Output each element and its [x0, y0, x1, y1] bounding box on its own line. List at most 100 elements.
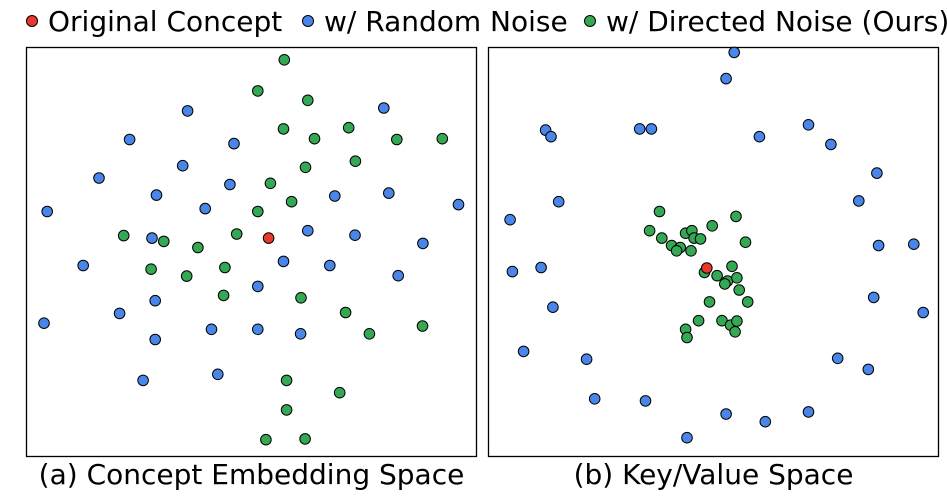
legend: Original Concept w/ Random Noise w/ Dire… — [0, 0, 947, 44]
legend-label-random: w/ Random Noise — [324, 4, 568, 38]
panel-b-directed-point-9 — [706, 220, 719, 232]
panel-a-random-point-24 — [324, 259, 336, 272]
panel-b-directed-point-11 — [739, 236, 752, 248]
panel-a-random-point-18 — [302, 224, 314, 237]
panel-b-random-point-15 — [547, 301, 559, 314]
legend-item-original: Original Concept — [26, 3, 282, 39]
panel-a-directed-point-4 — [308, 132, 321, 145]
panel-a-frame — [25, 46, 478, 458]
panel-a-random-point-17 — [277, 255, 290, 268]
panel-a-directed-point-21 — [295, 292, 307, 304]
panel-b-random-point-1 — [720, 72, 732, 85]
panel-b-directed-point-10 — [730, 210, 742, 223]
panel-a-directed-point-23 — [363, 328, 376, 340]
panel-a-random-point-19 — [329, 190, 341, 202]
panel-a-directed-point-7 — [436, 132, 449, 145]
panel-a-directed-point-16 — [117, 229, 130, 242]
panel-a-directed-point-9 — [299, 161, 312, 174]
panel-b-directed-point-21 — [703, 296, 716, 308]
panel-a-directed-point-1 — [251, 85, 264, 97]
panel-b-random-point-3 — [545, 130, 557, 143]
panel-b-original-point-0 — [701, 262, 713, 274]
panel-a-points — [38, 54, 465, 446]
legend-marker-directed — [584, 15, 596, 27]
panel-a-random-point-7 — [150, 189, 163, 201]
panel-b-random-point-26 — [872, 239, 885, 252]
panel-b-random-point-9 — [871, 167, 883, 179]
legend-item-random: w/ Random Noise — [302, 3, 568, 39]
panel-b-directed-point-23 — [692, 314, 705, 327]
panel-a-random-point-30 — [146, 232, 158, 244]
panel-a-directed-point-10 — [264, 177, 277, 190]
panel-b-random-point-28 — [917, 306, 930, 319]
panel-b-random-point-17 — [580, 353, 593, 366]
panel-a-directed-point-28 — [260, 433, 272, 446]
panel-a-random-point-22 — [452, 198, 465, 211]
panel-b-directed-point-0 — [653, 205, 666, 218]
panel-a-random-point-20 — [349, 229, 361, 241]
panel-b-directed-point-20 — [719, 278, 731, 290]
panel-a-directed-point-25 — [280, 374, 293, 387]
panel-a-directed-point-0 — [278, 54, 291, 66]
panel-a-directed-point-3 — [277, 123, 290, 135]
panel-a-random-point-15 — [251, 323, 264, 336]
panel-b-random-point-11 — [552, 195, 565, 208]
panel-a-random-point-0 — [41, 205, 54, 218]
panel-a-directed-point-26 — [333, 386, 346, 399]
panel-b-directed-point-19 — [733, 284, 746, 296]
panel-a-directed-point-2 — [302, 94, 314, 107]
panel-a-random-point-10 — [149, 294, 161, 307]
panel-b-directed-point-29 — [729, 326, 741, 338]
panel-b-directed-point-18 — [731, 272, 743, 284]
panel-a-random-point-23 — [417, 237, 429, 250]
panel-b-random-point-4 — [633, 123, 646, 135]
panel-b-directed-point-8 — [694, 233, 707, 245]
panel-b-random-point-0 — [728, 46, 741, 59]
legend-label-directed: w/ Directed Noise (Ours) — [606, 4, 947, 38]
panel-a-directed-point-18 — [180, 270, 193, 282]
panel-a-random-point-13 — [149, 333, 161, 346]
panel-a-random-point-28 — [212, 368, 224, 381]
panel-a-original-point-0 — [262, 232, 275, 244]
panel-a-random-point-6 — [224, 178, 236, 191]
caption-a: (a) Concept Embedding Space — [38, 458, 465, 491]
panel-a-directed-point-27 — [280, 404, 293, 416]
panel-b-points — [504, 46, 930, 444]
panel-a-random-point-9 — [77, 259, 89, 272]
panel-a-directed-point-5 — [342, 121, 355, 134]
panel-a-random-point-29 — [137, 374, 149, 387]
panel-a-directed-point-17 — [145, 263, 157, 276]
panel-b-directed-point-12 — [670, 245, 683, 257]
panel-b-random-point-16 — [517, 345, 530, 358]
panel-b-random-point-21 — [720, 408, 732, 420]
legend-marker-original — [26, 15, 38, 27]
panel-a-directed-point-29 — [299, 433, 311, 445]
panel-a-random-point-1 — [123, 133, 136, 146]
panel-b-random-point-22 — [759, 415, 772, 428]
panel-a-random-point-11 — [113, 307, 126, 320]
panel-a-random-point-21 — [383, 187, 395, 199]
panel-b-random-point-23 — [802, 406, 815, 418]
panel-b-directed-point-15 — [711, 269, 723, 282]
panel-b-random-point-12 — [504, 213, 516, 226]
panel-a-directed-point-8 — [349, 155, 362, 167]
panel-a-random-point-12 — [38, 317, 50, 330]
panel-a-directed-point-12 — [251, 205, 264, 218]
panel-b-directed-point-28 — [731, 315, 743, 327]
panel-b-random-point-10 — [853, 195, 865, 207]
panel-b-random-point-25 — [867, 291, 880, 304]
legend-marker-random — [302, 15, 314, 27]
legend-item-directed: w/ Directed Noise (Ours) — [584, 3, 947, 39]
panel-b-random-point-20 — [681, 431, 693, 444]
panel-a-random-point-14 — [205, 323, 218, 336]
panel-a-random-point-8 — [199, 202, 211, 215]
panel-b-random-point-18 — [588, 393, 601, 405]
panel-a-random-point-4 — [228, 137, 240, 150]
panel-a-random-point-5 — [176, 159, 189, 172]
panel-b-random-point-6 — [753, 130, 766, 143]
panel-a-random-point-27 — [378, 102, 390, 114]
panel-b-random-point-13 — [506, 265, 519, 278]
panel-a-directed-point-24 — [416, 320, 429, 332]
panel-a-random-point-16 — [251, 280, 264, 293]
